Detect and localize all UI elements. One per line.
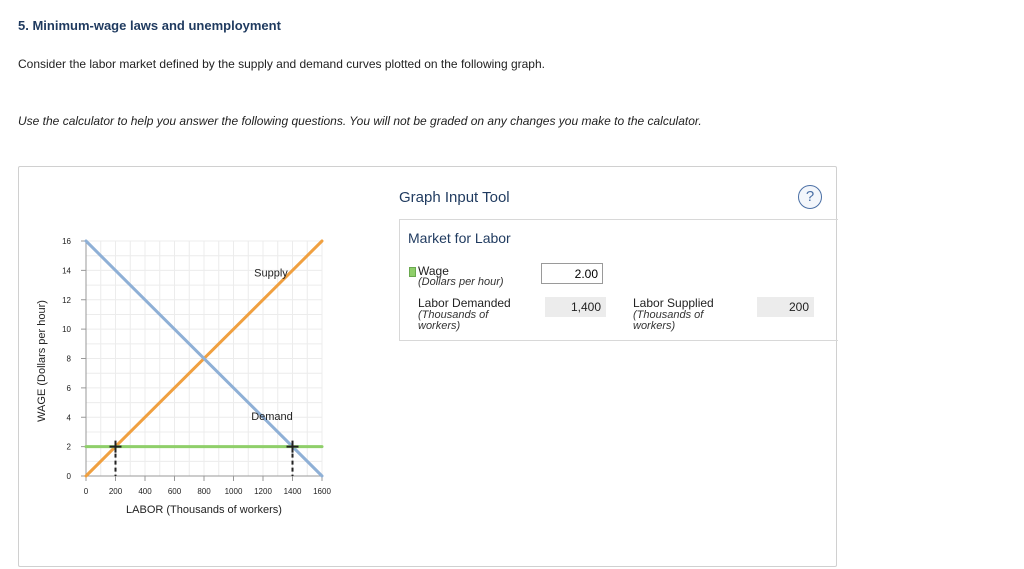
graph-input-tool-title: Graph Input Tool: [399, 189, 510, 206]
y-tick-label: 10: [62, 325, 71, 334]
x-tick-label: 200: [109, 487, 123, 496]
x-tick-label: 1400: [284, 487, 302, 496]
x-tick-label: 1000: [225, 487, 243, 496]
y-tick-label: 8: [67, 355, 72, 364]
y-tick-label: 16: [62, 237, 71, 246]
question-intro: Consider the labor market defined by the…: [18, 57, 545, 71]
y-tick-label: 6: [67, 384, 72, 393]
chart-markers[interactable]: [109, 440, 299, 476]
y-tick-label: 0: [67, 472, 72, 481]
wage-input[interactable]: [541, 263, 603, 284]
x-axis-label: LABOR (Thousands of workers): [126, 504, 282, 516]
x-tick-label: 800: [197, 487, 211, 496]
y-tick-label: 4: [67, 413, 72, 422]
labor-demanded-label: Labor Demanded: [418, 296, 511, 310]
x-tick-label: 1600: [313, 487, 331, 496]
market-title: Market for Labor: [408, 230, 511, 246]
labor-supplied-value: 200: [757, 297, 814, 317]
y-axis-label: WAGE (Dollars per hour): [36, 300, 48, 422]
labor-market-chart[interactable]: 0 200 400 600 800 1000 1200 1400 1600 0 2 4 6 8 10 12 14…: [19, 167, 359, 567]
x-tick-label: 400: [138, 487, 152, 496]
question-note: Use the calculator to help you answer th…: [18, 114, 702, 128]
demand-curve-label: Demand: [251, 411, 293, 423]
market-for-labor-box: Market for Labor Wage (Dollars per hour)…: [399, 219, 838, 341]
labor-demanded-value: 1,400: [545, 297, 606, 317]
labor-supplied-unit-1: (Thousands of: [633, 309, 704, 321]
chart-ticks: 0 200 400 600 800 1000 1200 1400 1600 0 2 4 6 8 10 12 14…: [62, 237, 331, 496]
labor-demanded-unit-1: (Thousands of: [418, 309, 489, 321]
y-tick-label: 12: [62, 296, 71, 305]
calculator-panel: 0 200 400 600 800 1000 1200 1400 1600 0 2 4 6 8 10 12 14…: [18, 166, 838, 567]
y-tick-label: 14: [62, 266, 71, 275]
supply-curve-label: Supply: [254, 267, 288, 279]
x-tick-label: 1200: [254, 487, 272, 496]
x-tick-label: 0: [84, 487, 89, 496]
x-tick-label: 600: [168, 487, 182, 496]
chart-lines: Supply Demand: [84, 239, 324, 478]
labor-supplied-label: Labor Supplied: [633, 296, 714, 310]
question-circle-icon[interactable]: ?: [798, 185, 822, 209]
labor-supplied-unit-2: workers): [633, 320, 676, 332]
wage-unit: (Dollars per hour): [418, 276, 504, 288]
series-line-demand: [84, 239, 324, 478]
y-tick-label: 2: [67, 443, 72, 452]
wage-swatch-icon: [409, 267, 416, 277]
labor-demanded-unit-2: workers): [418, 320, 461, 332]
question-title: 5. Minimum-wage laws and unemployment: [18, 18, 281, 33]
wage-label: Wage: [418, 264, 449, 278]
